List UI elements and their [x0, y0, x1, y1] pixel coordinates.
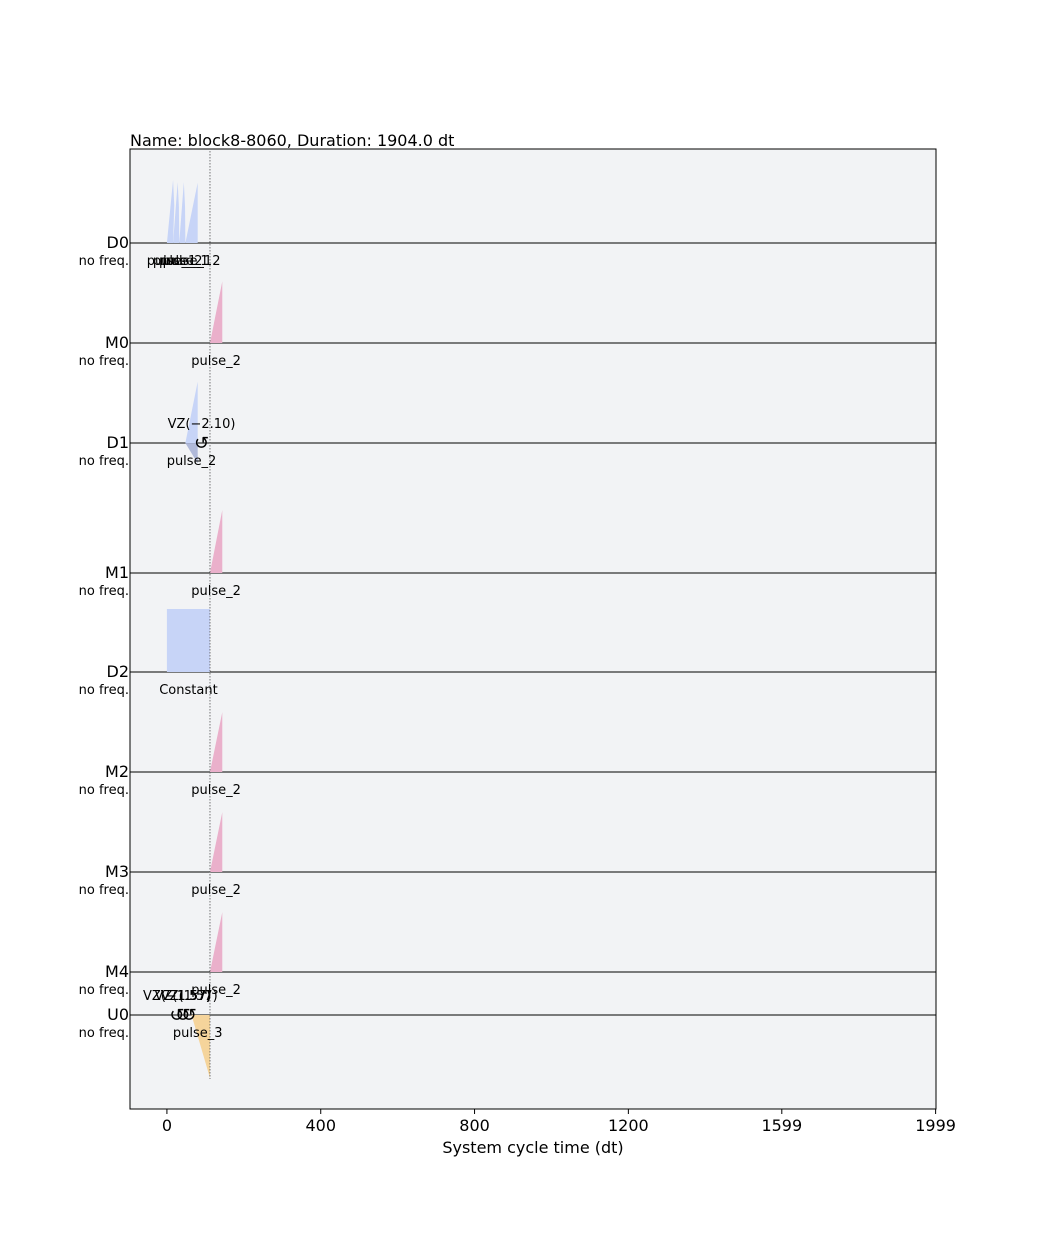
pulse-label-m3-0: pulse_2: [191, 883, 241, 898]
x-tick-label: 1599: [761, 1116, 802, 1135]
channel-name-m3: M3: [105, 862, 129, 881]
pulse-label-u0-0: pulse_3: [173, 1026, 223, 1041]
x-tick-label: 800: [459, 1116, 490, 1135]
channel-freq-u0: no freq.: [79, 1026, 129, 1041]
pulse-label-d0-3: pulse_12: [163, 254, 221, 269]
channel-freq-m0: no freq.: [79, 354, 129, 369]
frame-change-label-u0-1: VZ(1.57): [155, 989, 212, 1004]
pulse-m3-0: [209, 812, 223, 872]
pulse-label-d0-1: pulse_2: [153, 254, 203, 269]
channel-name-m4: M4: [105, 962, 129, 981]
channel-name-m1: M1: [105, 563, 129, 582]
channel-freq-m3: no freq.: [79, 883, 129, 898]
plot-background: [130, 149, 936, 1109]
x-axis-label: System cycle time (dt): [442, 1138, 623, 1157]
pulse-d1-0: [185, 381, 198, 443]
channel-name-m2: M2: [105, 762, 129, 781]
pulse-d0-3: [185, 182, 198, 243]
channel-freq-m4: no freq.: [79, 983, 129, 998]
pulse-label-m0-0: pulse_2: [191, 354, 241, 369]
pulse-label-m2-0: pulse_2: [191, 783, 241, 798]
channel-name-d1: D1: [107, 433, 130, 452]
pulse-d0-0: [166, 180, 175, 243]
channel-freq-d0: no freq.: [79, 254, 129, 269]
pulse-m4-0: [209, 912, 223, 972]
pulse-d1-1: [185, 443, 198, 464]
pulse-label-d2-0: Constant: [159, 683, 217, 698]
pulse-label-m1-0: pulse_2: [191, 584, 241, 599]
pulse-d2-0: [166, 609, 210, 672]
channel-freq-m2: no freq.: [79, 783, 129, 798]
x-tick-label: 1999: [915, 1116, 956, 1135]
frame-change-label-d1-0: VZ(−2.10): [168, 417, 236, 432]
pulse-label-d1-0: pulse_2: [167, 454, 217, 469]
pulse-u0-0: [191, 1015, 210, 1078]
x-axis: 0 400 800 1200 1599 1999: [162, 1109, 956, 1135]
channel-freq-d2: no freq.: [79, 683, 129, 698]
channel-name-d0: D0: [107, 233, 130, 252]
channel-rows: [130, 242, 936, 1016]
frame-change-icon: ↺: [176, 1005, 191, 1026]
channel-name-m0: M0: [105, 333, 129, 352]
x-tick-label: 1200: [608, 1116, 649, 1135]
pulse-d0-2: [179, 182, 186, 243]
channel-freq-d1: no freq.: [79, 454, 129, 469]
frame-change-label-u0-2: VZ(1.57): [161, 989, 218, 1004]
frame-change-icon: ↺: [182, 1005, 197, 1026]
frame-change-label-u0-0: VZ(−1.57): [143, 989, 211, 1004]
pulse-m2-0: [209, 712, 223, 772]
x-tick-label: 0: [162, 1116, 172, 1135]
chart-title: Name: block8-8060, Duration: 1904.0 dt: [130, 131, 454, 150]
x-tick-label: 400: [305, 1116, 336, 1135]
frame-change-icon: ↺: [194, 433, 209, 454]
pulse-label-d0-0: pulse_1: [147, 254, 197, 269]
pulse-label-m4-0: pulse_2: [191, 983, 241, 998]
channel-name-u0: U0: [107, 1005, 129, 1024]
channel-name-d2: D2: [107, 662, 130, 681]
pulse-m1-0: [209, 510, 223, 573]
pulse-marks: [166, 180, 223, 1078]
pulse-m0-0: [209, 281, 223, 343]
channel-freq-m1: no freq.: [79, 584, 129, 599]
pulse-d0-1: [173, 182, 180, 243]
frame-change-icon: ↺: [169, 1005, 184, 1026]
pulse-label-d0-2: pulse_1: [159, 254, 209, 269]
plot-frame: [129, 148, 937, 1110]
